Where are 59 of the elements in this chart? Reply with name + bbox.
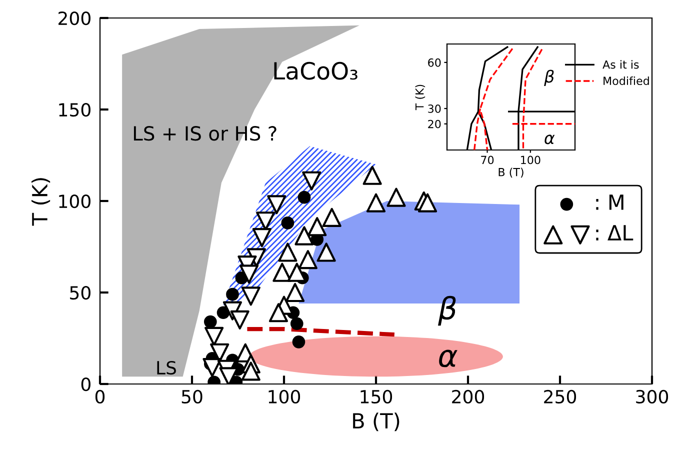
x-tick-label: 0 (95, 390, 105, 404)
point (226, 288, 239, 301)
y-tick-label: 200 (58, 11, 90, 26)
point (302, 171, 322, 190)
point (230, 310, 250, 330)
y-tick-label: 150 (59, 102, 90, 117)
point (216, 306, 230, 320)
point (294, 226, 314, 246)
x-axis-title: B (T) (353, 412, 400, 432)
point (285, 282, 305, 302)
point (268, 303, 288, 322)
legend-label: Modified (604, 76, 649, 86)
point (362, 166, 382, 185)
point (292, 335, 306, 348)
point (278, 242, 298, 262)
y-axis-title: T (K) (415, 84, 426, 110)
x-axis-title: B (T) (498, 168, 524, 178)
x-tick-label: 150 (360, 390, 392, 404)
x-tick-label: 300 (636, 390, 668, 404)
point (252, 228, 272, 248)
point (267, 195, 286, 214)
point (281, 216, 294, 230)
point (241, 286, 260, 306)
y-tick-label: 100 (59, 194, 90, 208)
y-axis-title: T (K) (32, 178, 50, 226)
point (308, 217, 327, 236)
point (298, 190, 311, 204)
annotation: β (438, 296, 456, 326)
legend-label: As it is (602, 60, 639, 69)
annotation: LaCoO₃ (274, 62, 358, 80)
point (366, 193, 386, 212)
x-tick-label: 100 (268, 390, 300, 404)
x-tick-label: 50 (182, 390, 202, 404)
y-tick-label: 30 (428, 104, 441, 113)
legend-label: : M (596, 194, 624, 210)
point (418, 193, 438, 212)
x-tick-label: 250 (544, 390, 576, 404)
x-tick-label: 70 (481, 156, 494, 164)
point (204, 315, 217, 328)
point (241, 362, 260, 381)
y-tick-label: 20 (428, 120, 441, 128)
legend-label: : ΔL (596, 225, 634, 240)
point (290, 317, 304, 330)
annotation: LS + IS or HS ? (134, 126, 276, 141)
point (239, 264, 259, 284)
x-tick-label: 200 (452, 390, 484, 404)
point (202, 358, 222, 378)
y-tick-label: 50 (70, 286, 90, 300)
annotation: β (544, 70, 554, 86)
annotation: LS (157, 360, 176, 375)
y-tick-label: 0 (81, 377, 90, 392)
annotation: α (544, 134, 555, 144)
point (322, 208, 342, 228)
point (272, 262, 292, 282)
point (298, 250, 318, 270)
annotation: α (439, 350, 458, 368)
y-tick-label: 60 (428, 58, 441, 67)
point (386, 188, 406, 207)
point (316, 242, 336, 262)
